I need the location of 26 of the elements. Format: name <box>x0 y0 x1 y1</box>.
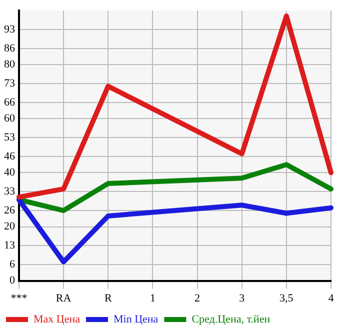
y-tick-label: 6 <box>10 258 16 270</box>
y-tick-label: 86 <box>4 42 16 54</box>
y-tick-label: 26 <box>4 204 16 216</box>
x-tick-label: R <box>104 292 112 304</box>
y-tick-label: 46 <box>4 150 16 162</box>
y-tick-label: 80 <box>4 58 16 71</box>
y-tick-label: 40 <box>4 166 16 179</box>
y-tick-label: 20 <box>4 220 16 233</box>
y-tick-label: 0 <box>10 274 16 287</box>
x-tick-label: RA <box>56 292 72 304</box>
y-tick-label: 13 <box>4 240 16 252</box>
y-tick-label: 66 <box>4 96 16 108</box>
legend-label: Min Цена <box>114 313 158 326</box>
x-tick-label: 3,5 <box>280 292 294 304</box>
x-tick-label: *** <box>10 292 28 304</box>
x-tick-label: 1 <box>150 292 156 304</box>
y-tick-label: 73 <box>4 77 16 90</box>
legend-label: Сред.Цена, т.йен <box>192 313 270 326</box>
y-tick-label: 33 <box>4 186 16 198</box>
x-tick-label: 2 <box>194 292 200 304</box>
y-tick-label: 93 <box>4 23 16 36</box>
y-tick-label: 60 <box>4 112 16 125</box>
legend-label: Max Цена <box>34 313 80 326</box>
x-tick-label: 4 <box>328 292 334 304</box>
x-tick-label: 3 <box>239 292 246 304</box>
y-tick-label: 53 <box>4 131 16 144</box>
